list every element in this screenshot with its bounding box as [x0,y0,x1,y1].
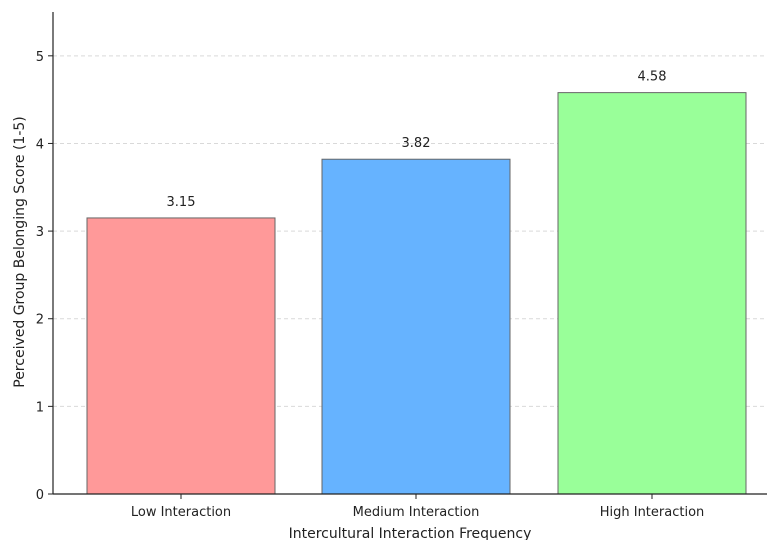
bar-high-interaction [557,92,747,495]
labels-layer: 0 1 2 3 4 5 3.15 Low Interaction 3.82 Medium Inte… [36,50,705,520]
x-tick-label: Medium Interaction [353,505,480,520]
y-tick-label: 1 [36,400,44,415]
bar-medium-interaction [321,158,511,495]
y-tick-label: 0 [36,488,44,503]
bar-value-label: 3.15 [167,195,196,210]
x-axis-title: Intercultural Interaction Frequency [289,526,532,540]
axes-layer [52,12,767,495]
bar-value-label: 3.82 [402,136,431,151]
x-tick-label: High Interaction [600,505,705,520]
y-tick-label: 5 [36,50,44,65]
y-tick-label: 2 [36,313,44,328]
bar-value-label: 4.58 [638,70,667,85]
y-axis-title: Perceived Group Belonging Score (1-5) [12,116,28,388]
bars-layer [86,92,747,495]
bar-low-interaction [86,217,276,495]
y-tick-label: 4 [36,137,44,152]
y-tick-label: 3 [36,225,44,240]
x-tick-label: Low Interaction [131,505,231,520]
